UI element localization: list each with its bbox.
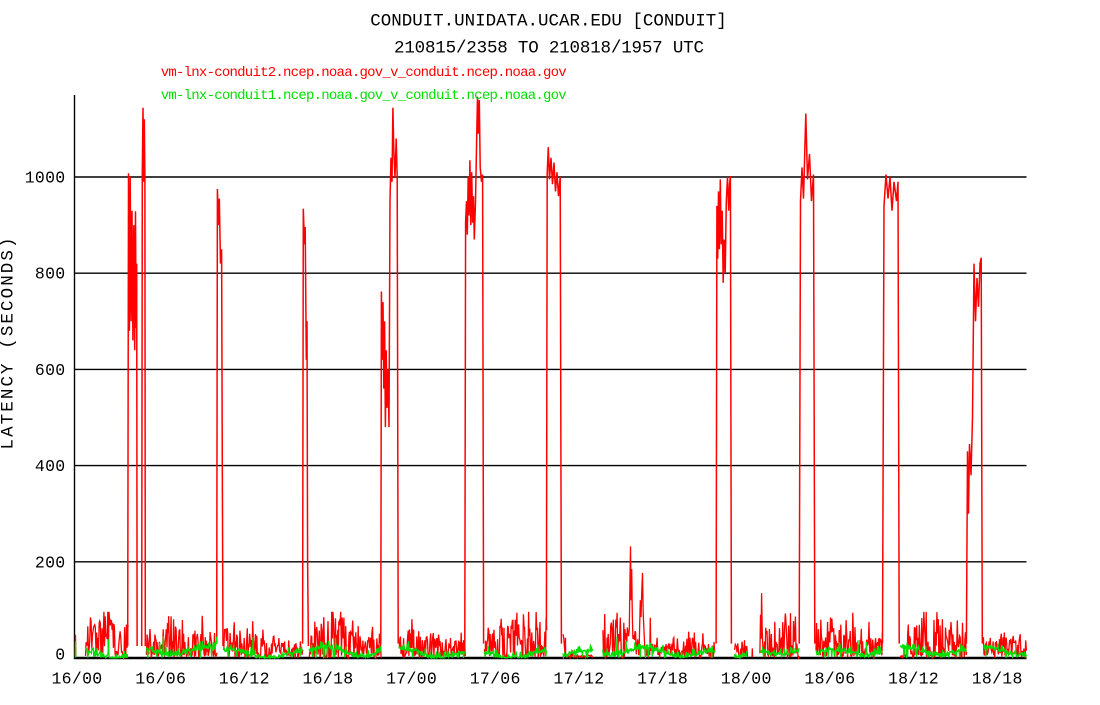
svg-text:17/00: 17/00 [386, 670, 437, 689]
svg-text:18/18: 18/18 [972, 670, 1023, 689]
svg-text:CONDUIT.UNIDATA.UCAR.EDU [COND: CONDUIT.UNIDATA.UCAR.EDU [CONDUIT] [370, 12, 727, 32]
svg-text:16/18: 16/18 [302, 670, 353, 689]
svg-text:vm-lnx-conduit2.ncep.noaa.gov_: vm-lnx-conduit2.ncep.noaa.gov_v_conduit.… [161, 65, 567, 81]
svg-text:200: 200 [35, 553, 66, 572]
svg-text:vm-lnx-conduit1.ncep.noaa.gov_: vm-lnx-conduit1.ncep.noaa.gov_v_conduit.… [161, 88, 567, 104]
svg-text:800: 800 [35, 265, 66, 284]
svg-text:210815/2358 TO 210818/1957 UTC: 210815/2358 TO 210818/1957 UTC [394, 39, 704, 59]
svg-text:16/12: 16/12 [219, 670, 270, 689]
svg-text:16/00: 16/00 [51, 670, 102, 689]
svg-text:600: 600 [35, 361, 66, 380]
svg-text:400: 400 [35, 457, 66, 476]
svg-text:16/06: 16/06 [135, 670, 186, 689]
svg-text:1000: 1000 [25, 169, 66, 188]
svg-text:17/18: 17/18 [637, 670, 688, 689]
svg-text:LATENCY (SECONDS): LATENCY (SECONDS) [0, 238, 19, 450]
svg-text:18/06: 18/06 [804, 670, 855, 689]
svg-text:18/00: 18/00 [721, 670, 772, 689]
svg-text:18/12: 18/12 [888, 670, 939, 689]
svg-text:0: 0 [55, 645, 65, 664]
svg-text:17/12: 17/12 [553, 670, 604, 689]
svg-text:17/06: 17/06 [470, 670, 521, 689]
